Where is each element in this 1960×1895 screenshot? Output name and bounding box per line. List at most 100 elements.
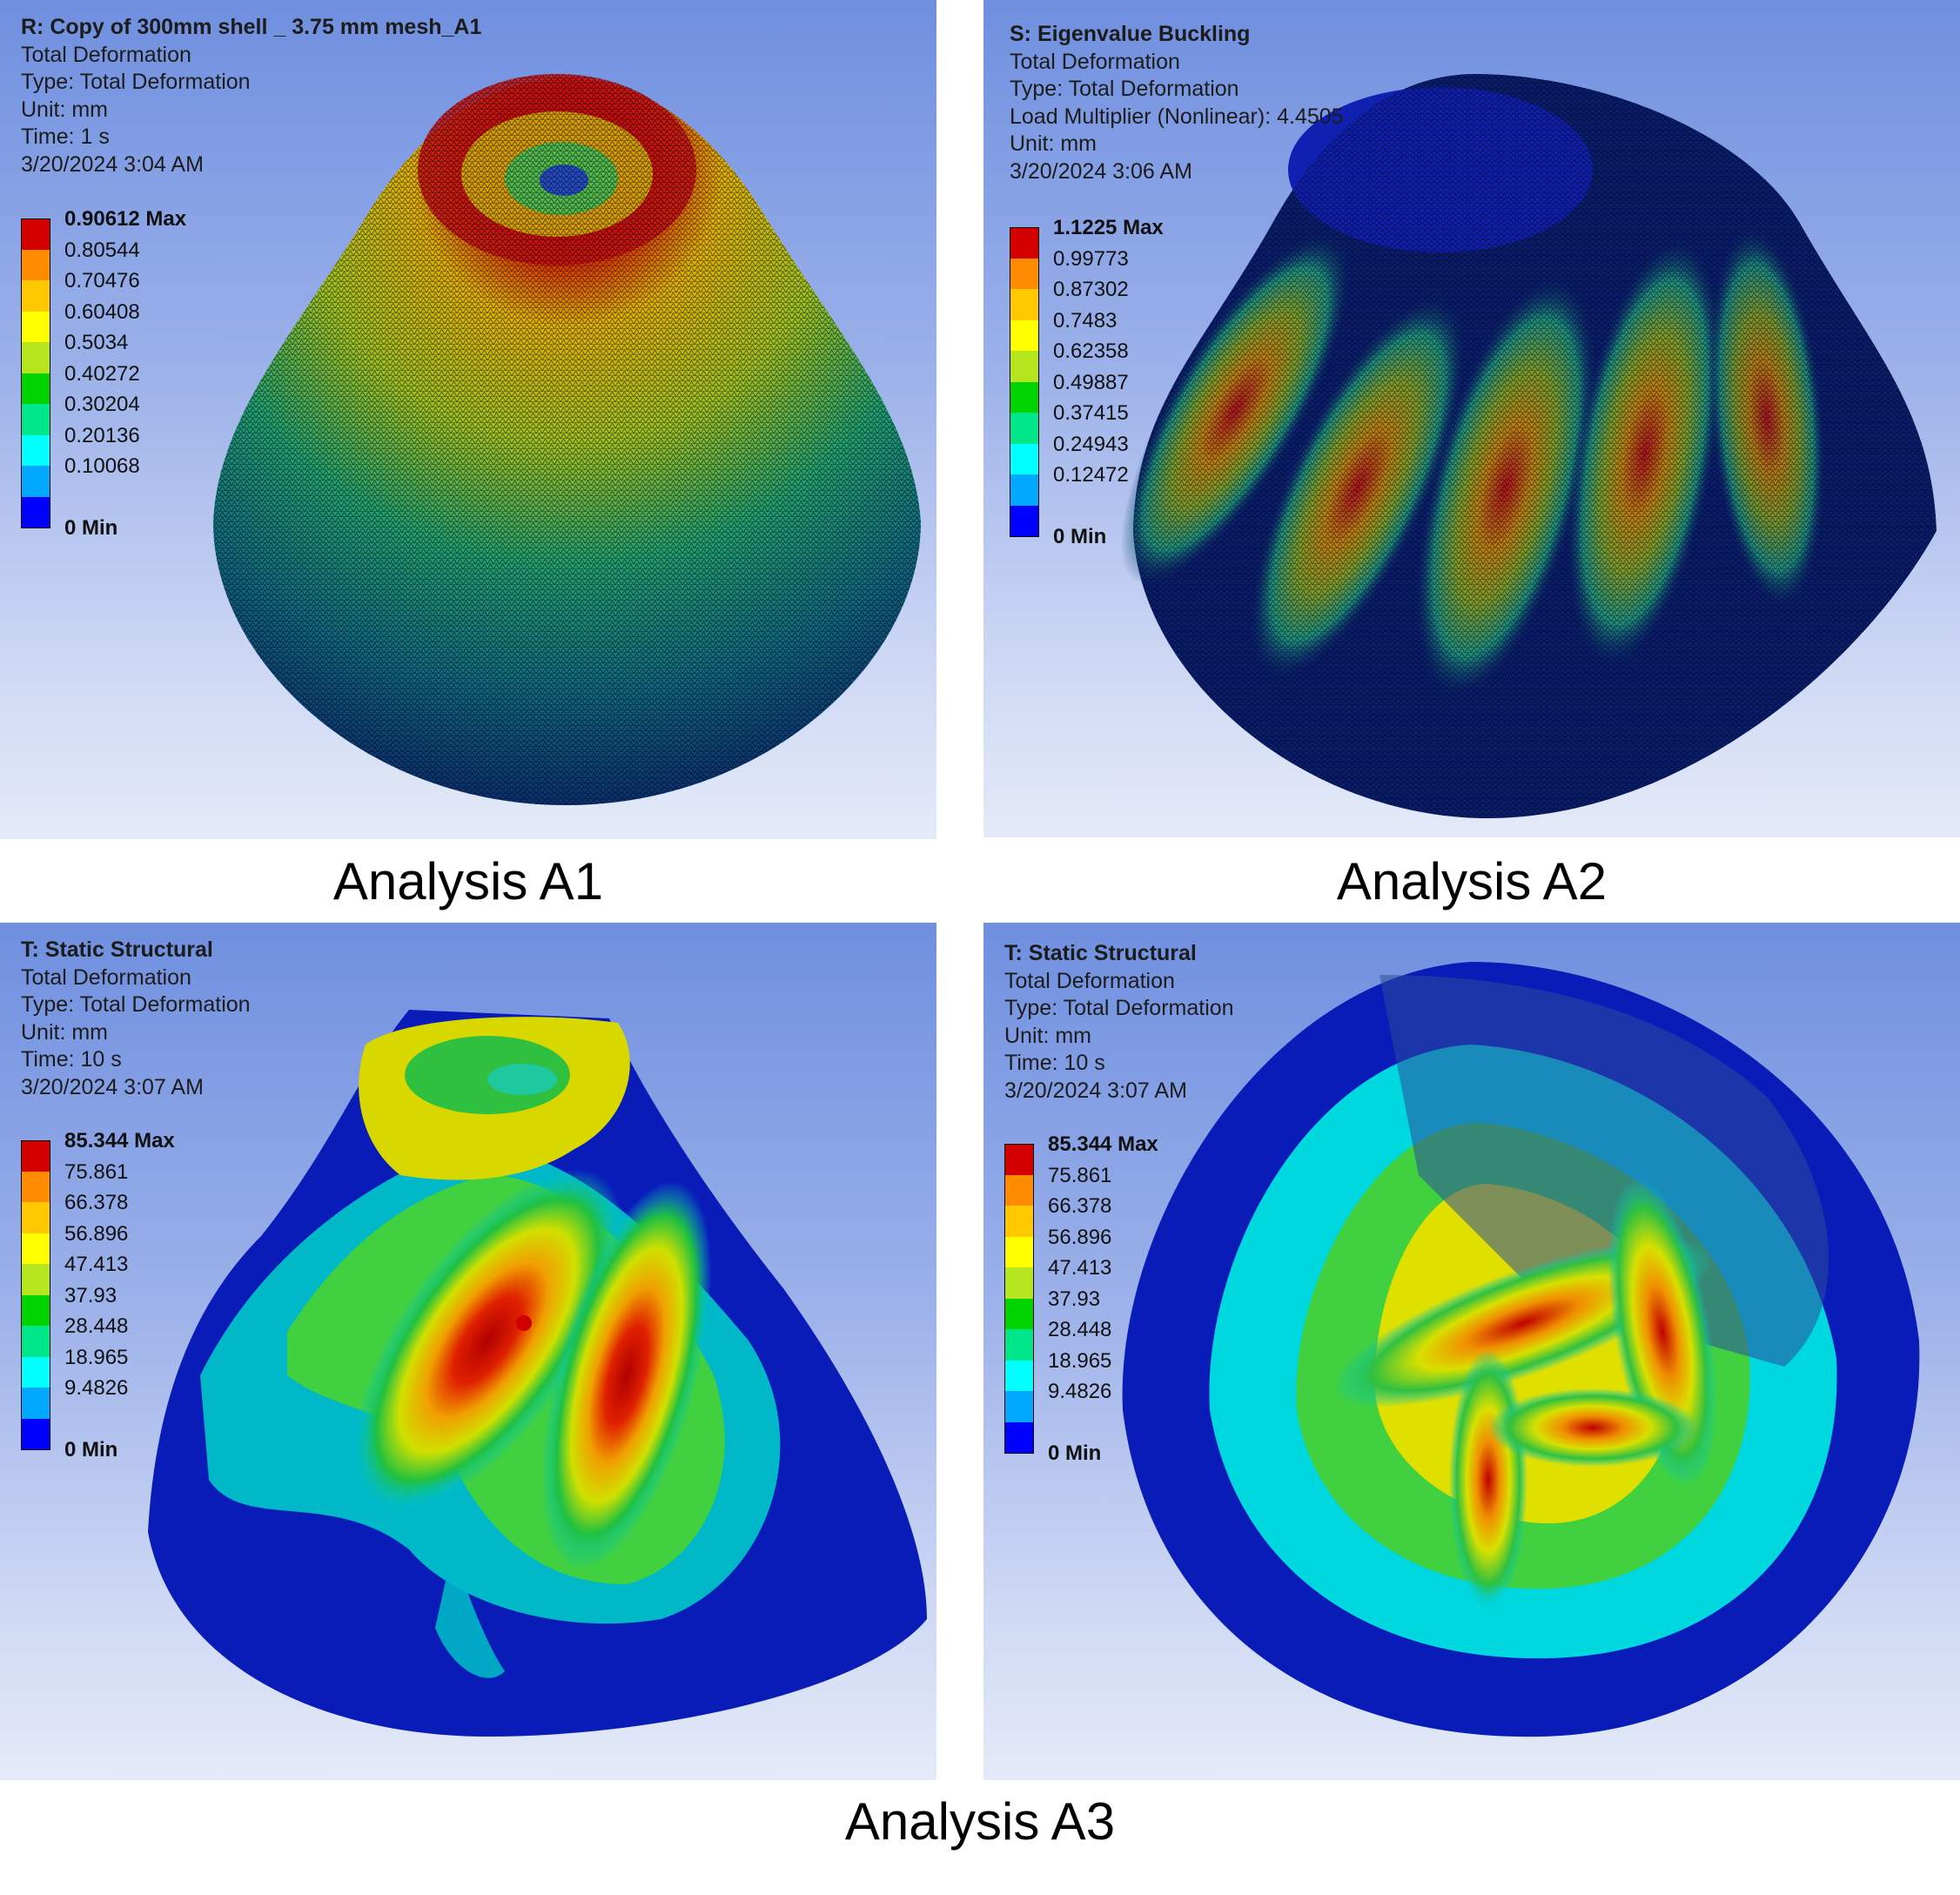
legend-swatch	[1010, 351, 1039, 382]
result-title: T: Static Structural	[1004, 941, 1197, 965]
legend-label: 0.60408	[64, 299, 140, 324]
result-time-line: Time: 1 s	[21, 124, 110, 149]
legend-max-label: 85.344 Max	[64, 1129, 175, 1152]
legend-swatch	[21, 1233, 50, 1264]
legend-max-label: 0.90612 Max	[64, 207, 187, 231]
legend-swatch	[1004, 1360, 1034, 1391]
legend-swatch	[21, 1264, 50, 1295]
legend-label: 0.24943	[1053, 432, 1129, 456]
caption-analysis-a2: Analysis A2	[1336, 852, 1608, 911]
result-unit-line: Unit: mm	[21, 97, 108, 122]
legend-label: 66.378	[1048, 1194, 1112, 1218]
legend-swatch	[1010, 381, 1039, 413]
legend-swatch	[1010, 474, 1039, 506]
result-load-multiplier: Load Multiplier (Nonlinear): 4.4505	[1010, 104, 1344, 129]
legend-swatch	[21, 404, 50, 435]
legend-label: 0.7483	[1053, 308, 1118, 333]
legend-swatch	[1004, 1267, 1034, 1299]
legend-label: 0.5034	[64, 331, 129, 354]
legend-label: 0.40272	[64, 361, 140, 386]
collapsed-shell-top-view	[1122, 962, 1920, 1737]
result-type-line: Type: Total Deformation	[21, 70, 251, 94]
legend-swatch	[1010, 258, 1039, 289]
result-time-line: Time: 10 s	[21, 1047, 122, 1072]
legend-swatch	[21, 342, 50, 373]
legend-max-label: 1.1225 Max	[1053, 216, 1164, 239]
legend-swatch	[1004, 1298, 1034, 1329]
legend-swatch	[21, 496, 50, 528]
legend-label: 0.87302	[1053, 278, 1129, 301]
legend-swatch	[1004, 1391, 1034, 1422]
result-type-line: Type: Total Deformation	[1010, 77, 1239, 101]
legend-swatch	[21, 1294, 50, 1326]
legend-swatch	[1004, 1421, 1034, 1454]
collapsed-shell-side-view	[148, 1010, 927, 1737]
result-unit-line: Unit: mm	[1004, 1023, 1091, 1048]
result-info-block: T: Static Structural Total Deformation T…	[21, 937, 251, 1101]
result-viewport-a3-top[interactable]: T: Static Structural Total Deformation T…	[983, 923, 1960, 1780]
legend-label: 47.413	[1048, 1256, 1112, 1280]
legend-swatch	[1010, 443, 1039, 474]
legend-label: 56.896	[1048, 1225, 1112, 1249]
result-info-block: T: Static Structural Total Deformation T…	[1004, 940, 1234, 1105]
legend-label: 37.93	[1048, 1287, 1101, 1311]
legend-swatch	[21, 249, 50, 280]
legend-label: 47.413	[64, 1253, 129, 1276]
result-info-block: R: Copy of 300mm shell _ 3.75 mm mesh_A1…	[21, 14, 481, 178]
result-date-line: 3/20/2024 3:06 AM	[1010, 158, 1192, 184]
result-type-line: Total Deformation	[1010, 49, 1180, 74]
result-type-line: Type: Total Deformation	[1004, 996, 1234, 1020]
legend-swatch	[1010, 227, 1039, 259]
caption-analysis-a3: Analysis A3	[844, 1792, 1116, 1851]
legend-label: 37.93	[64, 1283, 117, 1307]
legend-swatch	[1004, 1236, 1034, 1267]
result-date-line: 3/20/2024 3:07 AM	[1004, 1078, 1187, 1103]
legend-label: 0.20136	[64, 423, 140, 447]
result-viewport-a2[interactable]: S: Eigenvalue Buckling Total Deformation…	[983, 0, 1960, 837]
legend-label: 56.896	[64, 1221, 129, 1246]
result-time-line: Time: 10 s	[1004, 1051, 1105, 1075]
legend-max-label: 85.344 Max	[1048, 1132, 1158, 1156]
result-type-line: Type: Total Deformation	[21, 992, 251, 1017]
legend-label: 75.861	[64, 1159, 129, 1184]
result-viewport-a3-side[interactable]: T: Static Structural Total Deformation T…	[0, 923, 936, 1780]
result-viewport-a1[interactable]: R: Copy of 300mm shell _ 3.75 mm mesh_A1…	[0, 0, 936, 839]
legend-swatch	[21, 373, 50, 404]
result-type-line: Total Deformation	[21, 42, 191, 67]
legend-label: 0.37415	[1053, 401, 1129, 425]
legend-label: 28.448	[64, 1314, 129, 1338]
legend-label: 9.4826	[1048, 1380, 1112, 1403]
result-type-line: Total Deformation	[1004, 968, 1175, 993]
legend-label: 0 Min	[64, 515, 118, 540]
legend-swatch	[21, 1388, 50, 1419]
legend-swatch	[21, 1171, 50, 1202]
legend-swatch	[1010, 413, 1039, 444]
legend-swatch	[21, 434, 50, 466]
legend-label: 28.448	[1048, 1318, 1112, 1341]
legend-label: 9.4826	[64, 1376, 129, 1400]
legend-label: 0 Min	[1053, 524, 1107, 548]
legend-swatch	[1004, 1206, 1034, 1237]
legend-label: 0 Min	[64, 1437, 118, 1462]
legend-swatch	[21, 1140, 50, 1173]
legend-swatch	[1004, 1144, 1034, 1176]
legend-label: 18.965	[64, 1345, 129, 1369]
result-info-block: S: Eigenvalue Buckling Total Deformation…	[1010, 21, 1344, 185]
legend-label: 75.861	[1048, 1163, 1112, 1187]
legend-label: 18.965	[1048, 1348, 1112, 1373]
legend-label: 0.12472	[1053, 463, 1129, 487]
legend-swatch	[21, 1418, 50, 1450]
legend-swatch	[1010, 289, 1039, 320]
legend-label: 0 Min	[1048, 1441, 1102, 1465]
result-unit-line: Unit: mm	[21, 1019, 108, 1045]
legend-label: 66.378	[64, 1191, 129, 1214]
legend-swatch	[21, 311, 50, 342]
legend-swatch	[21, 466, 50, 497]
result-title: T: Static Structural	[21, 937, 213, 962]
result-unit-line: Unit: mm	[1010, 131, 1097, 156]
buckling-mode-shape-a2	[1120, 74, 1937, 818]
legend-label: 0.30204	[64, 393, 140, 416]
result-date-line: 3/20/2024 3:04 AM	[21, 151, 204, 177]
legend-swatch	[21, 1326, 50, 1357]
caption-analysis-a1: Analysis A1	[332, 852, 604, 911]
